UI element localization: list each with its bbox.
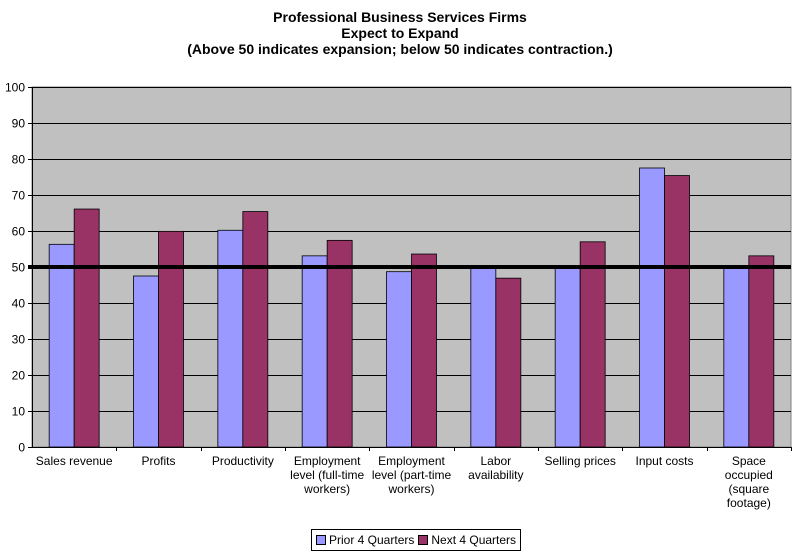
x-tick-label: Labor availability	[468, 454, 523, 482]
x-tick-label: Input costs	[635, 454, 693, 468]
y-tick-label: 20	[12, 369, 26, 383]
bar-next	[748, 255, 775, 448]
x-tick-label: Selling prices	[544, 454, 615, 468]
y-tick-label: 90	[12, 117, 26, 131]
legend-label-next: Next 4 Quarters	[431, 533, 517, 547]
chart-legend: Prior 4 Quarters Next 4 Quarters	[311, 529, 522, 551]
legend-item-prior: Prior 4 Quarters	[316, 533, 414, 547]
x-tick-label: Employment level (part-time workers)	[372, 454, 452, 496]
y-tick-label: 80	[12, 153, 26, 167]
x-tick-label: Employment level (full-time workers)	[290, 454, 364, 496]
bar-prior	[470, 266, 497, 448]
x-tick-label: Productivity	[212, 454, 274, 468]
legend-swatch-next	[418, 535, 429, 545]
bar-next	[242, 211, 269, 448]
bar-next	[158, 230, 184, 448]
legend-swatch-prior	[316, 535, 326, 545]
y-tick-label: 70	[12, 189, 26, 203]
bar-prior	[639, 167, 665, 448]
y-tick-label: 10	[12, 405, 26, 419]
bar-prior	[133, 275, 159, 448]
chart-title-line-1: Professional Business Services Firms	[273, 9, 527, 25]
bar-prior	[723, 267, 750, 448]
bar-prior	[48, 243, 75, 448]
bar-next	[495, 277, 522, 448]
y-tick-label: 40	[12, 297, 26, 311]
y-tick-label: 60	[12, 225, 26, 239]
y-tick-label: 100	[5, 81, 25, 95]
bar-prior	[217, 229, 244, 448]
y-tick-label: 50	[12, 261, 26, 275]
bar-prior	[554, 267, 581, 448]
bar-next	[579, 241, 606, 448]
bar-next	[326, 239, 353, 448]
y-tick-label: 0	[18, 441, 25, 455]
bar-next	[664, 175, 690, 448]
bar-next	[411, 253, 437, 448]
legend-label-prior: Prior 4 Quarters	[329, 533, 415, 547]
legend-item-next: Next 4 Quarters	[418, 533, 516, 547]
bar-prior	[301, 255, 328, 448]
chart-title: Professional Business Services Firms Exp…	[0, 9, 800, 57]
x-tick-label: Sales revenue	[36, 454, 113, 468]
x-tick-label: Profits	[141, 454, 175, 468]
chart-title-line-3: (Above 50 indicates expansion; below 50 …	[187, 41, 613, 57]
x-tick-label: Space occupied (square footage)	[725, 454, 773, 510]
y-tick-label: 30	[12, 333, 26, 347]
bar-next	[73, 208, 100, 448]
chart-title-line-2: Expect to Expand	[341, 25, 459, 41]
bar-prior	[386, 271, 412, 448]
